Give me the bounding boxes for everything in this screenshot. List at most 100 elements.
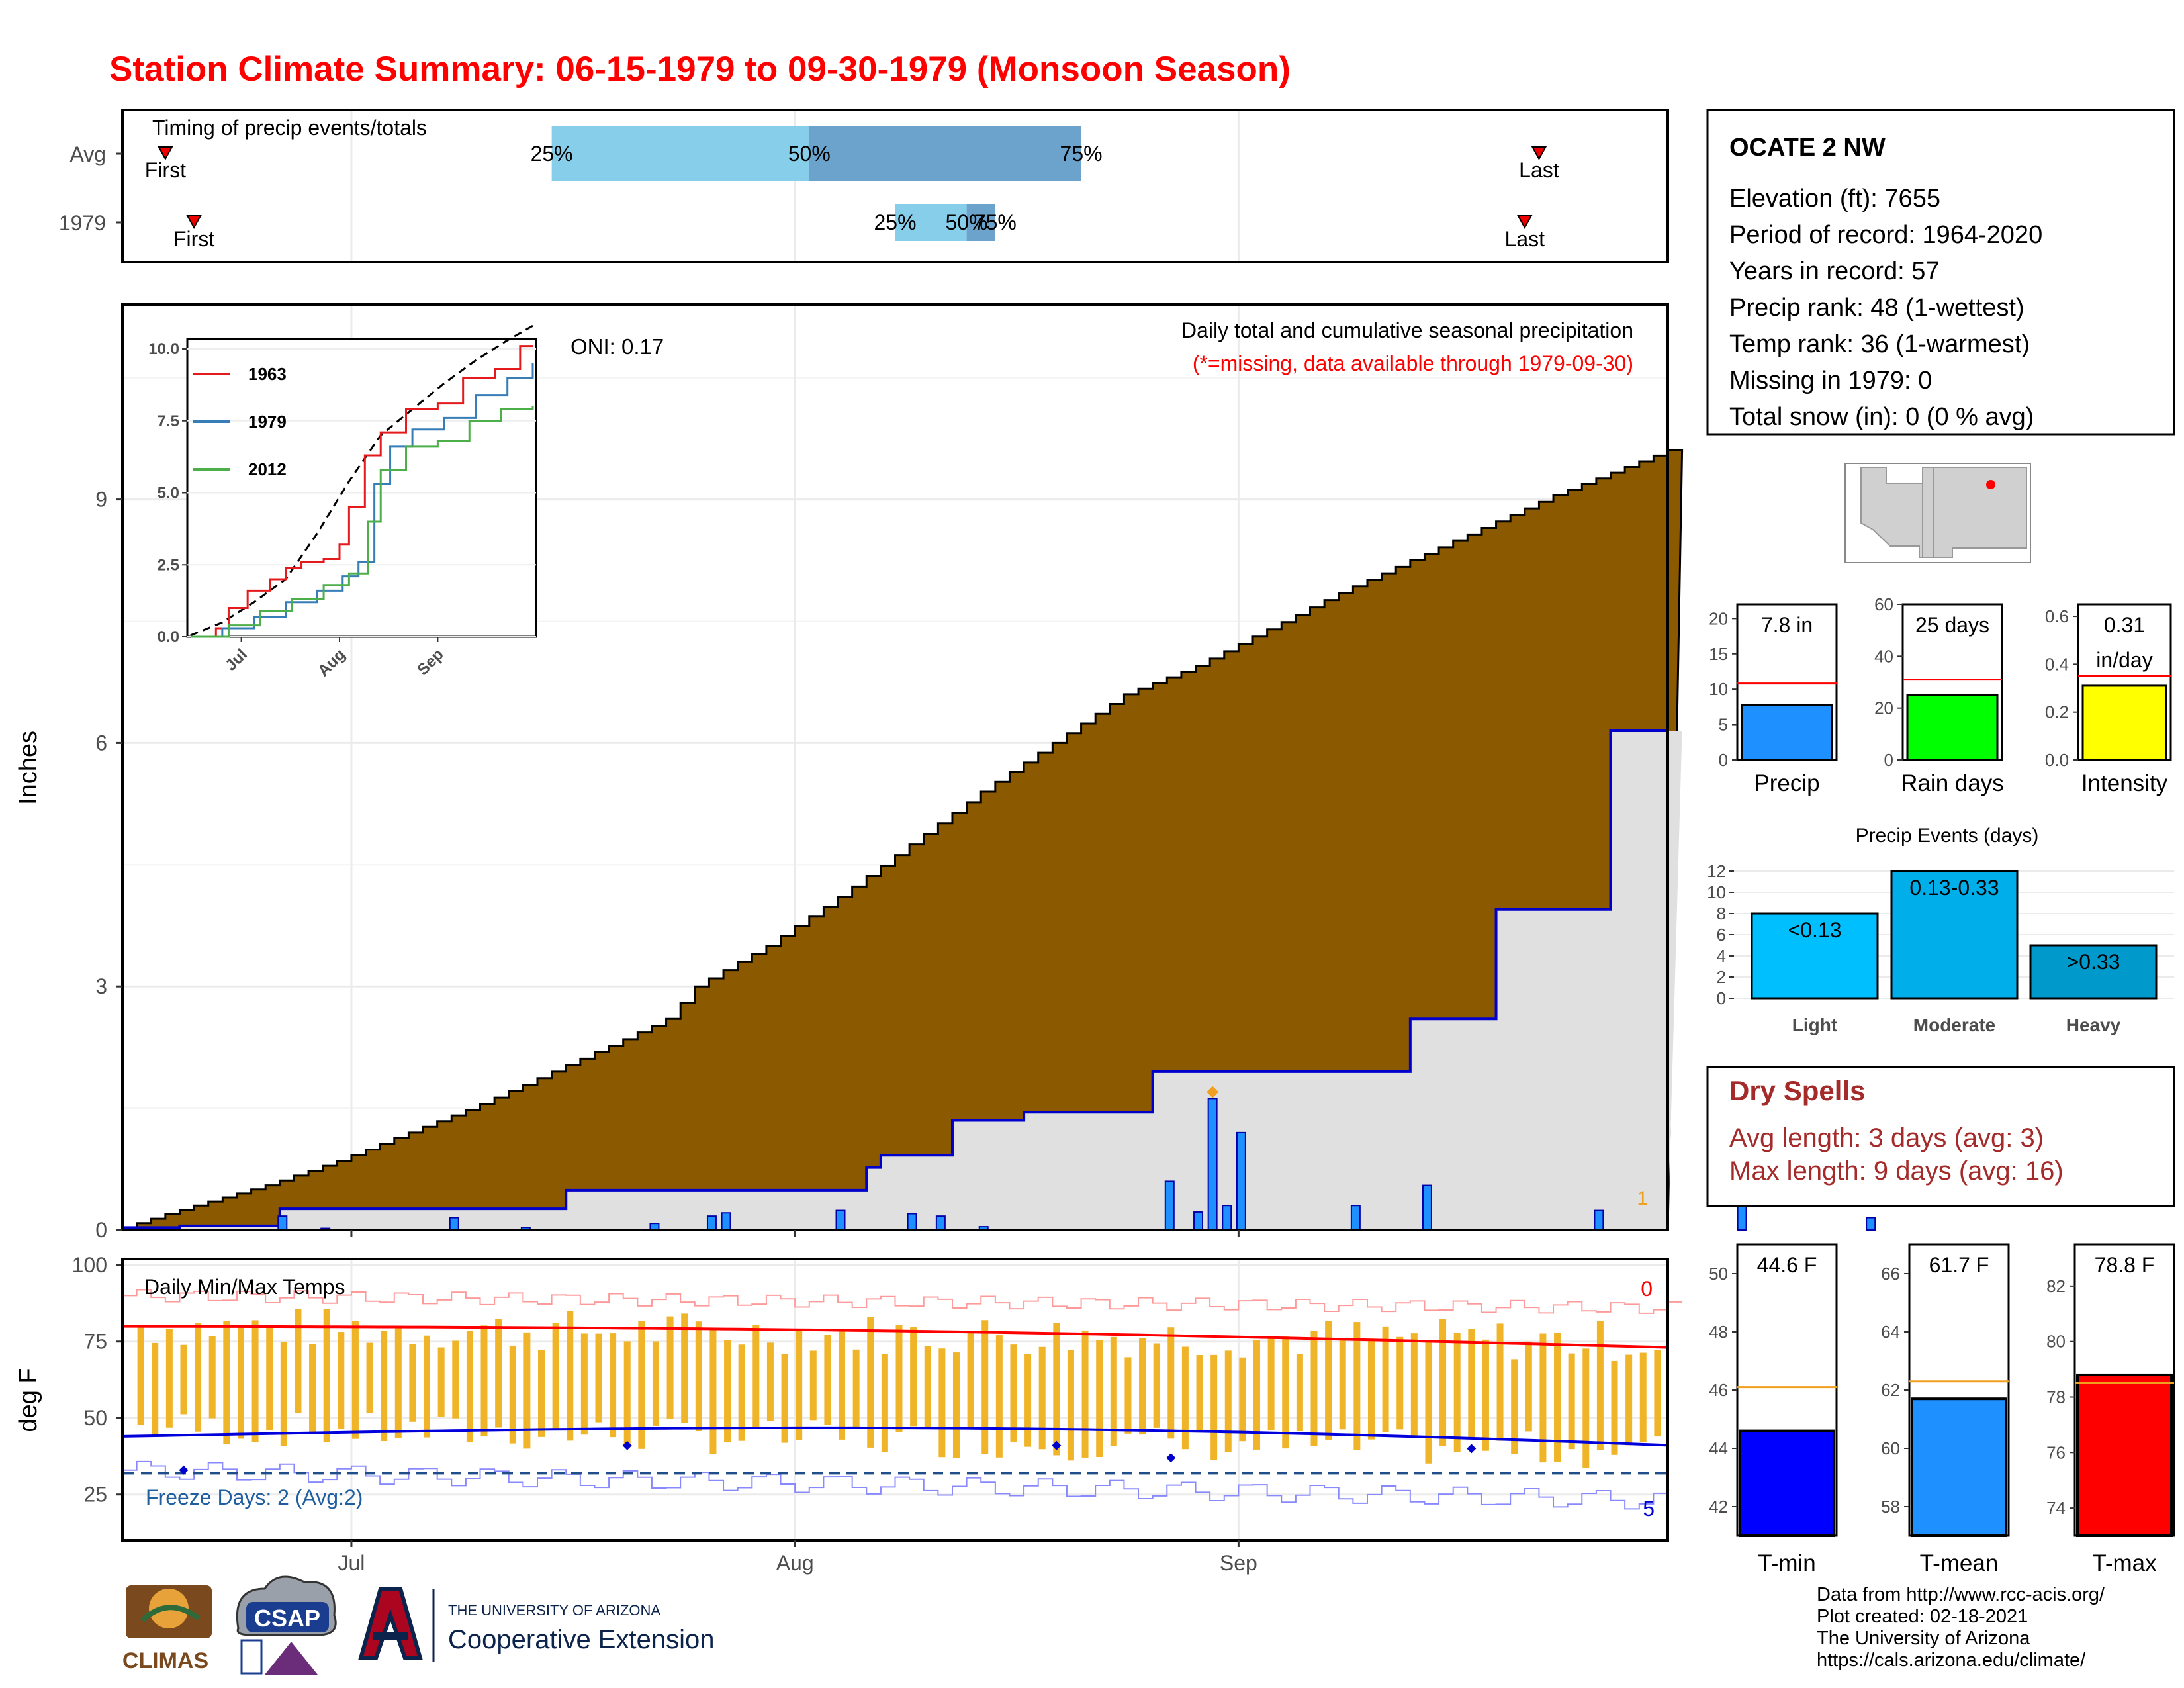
record-low-marker-0 xyxy=(179,1465,189,1475)
mini-bar-tick-label: 0 xyxy=(1884,750,1893,770)
dry-spells-avg: Avg length: 3 days (avg: 3) xyxy=(1729,1123,2044,1152)
timing-p25-label: 25% xyxy=(531,142,573,165)
cumulative-1979-line xyxy=(122,729,1668,1229)
events-tick-label-4: 8 xyxy=(1717,904,1726,923)
daily-temp-range-bar xyxy=(1325,1321,1332,1440)
daily-temp-range-bar xyxy=(338,1332,345,1429)
daily-temp-range-bar xyxy=(466,1331,473,1442)
temp-ytick-label-0: 25 xyxy=(83,1483,107,1507)
inset-ytick-label-4: 10.0 xyxy=(148,340,179,358)
temp-bar-tick-label: 78 xyxy=(2046,1387,2066,1407)
daily-temp-range-bar xyxy=(1639,1352,1647,1443)
daily-precip-bar-6 xyxy=(721,1212,731,1231)
daily-temp-range-bar xyxy=(1453,1333,1461,1452)
inset-ytick-label-1: 2.5 xyxy=(158,556,179,574)
temp-bar-value xyxy=(2076,1373,2173,1538)
daily-temp-range-bar xyxy=(1267,1336,1275,1430)
timing-last-label: Last xyxy=(1505,227,1545,251)
timing-first-label: First xyxy=(173,227,214,251)
university-of-arizona-logo: THE UNIVERSITY OF ARIZONA Cooperative Ex… xyxy=(358,1587,714,1662)
daily-temp-range-bar xyxy=(237,1327,244,1439)
daily-temp-range-bar xyxy=(1382,1326,1389,1432)
daily-temp-range-bar xyxy=(938,1348,946,1458)
daily-temp-range-bar xyxy=(1396,1336,1404,1430)
temp-ytick-label-1: 50 xyxy=(83,1406,107,1430)
precip-y-label: Inches xyxy=(15,731,42,805)
station-info-box: OCATE 2 NW Elevation (ft): 7655 Period of… xyxy=(1706,109,2175,436)
daily-temp-range-bar xyxy=(180,1344,187,1415)
daily-temp-range-bar xyxy=(1038,1346,1046,1450)
daily-temp-range-bar xyxy=(137,1327,144,1426)
daily-temp-range-bar xyxy=(623,1341,631,1445)
timing-last-label: Last xyxy=(1519,158,1559,182)
station-info-line-2: Years in record: 57 xyxy=(1729,258,1940,285)
daily-temp-range-bar xyxy=(452,1340,459,1419)
daily-temp-range-bar xyxy=(309,1344,316,1432)
daily-temp-range-bar xyxy=(867,1317,874,1448)
daily-temp-range-bar xyxy=(952,1352,960,1458)
timing-last-marker xyxy=(1517,215,1533,230)
events-bar-label-heavy: Heavy xyxy=(2066,1015,2121,1035)
events-tick-label-1: 2 xyxy=(1717,967,1726,987)
daily-temp-range-bar xyxy=(724,1340,731,1442)
timing-p75-label: 75% xyxy=(1060,142,1103,165)
temp-y-label: deg F xyxy=(15,1368,42,1432)
daily-temp-range-bar xyxy=(1053,1323,1060,1456)
daily-precip-bar-7 xyxy=(835,1209,846,1231)
daily-precip-bar-18 xyxy=(1594,1209,1604,1231)
dry-spells-title: Dry Spells xyxy=(1729,1075,1865,1106)
daily-temp-range-bar xyxy=(852,1349,860,1429)
temp-bar-tick-label: 44 xyxy=(1709,1438,1728,1458)
precip-chart-title: Daily total and cumulative seasonal prec… xyxy=(1181,318,1633,342)
station-info-line-5: Missing in 1979: 0 xyxy=(1729,367,1932,395)
events-bar-light xyxy=(1751,912,1879,1000)
events-tick-label-6: 12 xyxy=(1707,861,1726,881)
timing-heading: Timing of precip events/totals xyxy=(152,116,427,140)
mini-bar-tick-label: 0.2 xyxy=(2045,702,2069,722)
daily-temp-range-bar xyxy=(1367,1338,1375,1440)
footer-line-0: Data from http://www.rcc-acis.org/ xyxy=(1817,1584,2105,1605)
daily-temp-range-bar xyxy=(1596,1321,1604,1450)
station-location-dot xyxy=(1986,480,1995,489)
mini-bar-tick-label: 20 xyxy=(1709,608,1728,628)
daily-temp-range-bar xyxy=(1539,1333,1547,1463)
record-high-line xyxy=(122,1289,1682,1314)
ua-small-text: THE UNIVERSITY OF ARIZONA xyxy=(448,1602,660,1618)
daily-temp-range-bar xyxy=(766,1342,774,1421)
temp-panel: 25 50 75 100 Daily Min/Max Temps 0 5 Freeze… xyxy=(15,1253,1682,1542)
station-info-line-1: Period of record: 1964-2020 xyxy=(1729,221,2042,249)
oni-label: ONI: 0.17 xyxy=(570,334,664,359)
daily-temp-range-bar xyxy=(1611,1360,1618,1455)
x-tick-label-0: Jul xyxy=(338,1551,365,1575)
avg-max-temp-line xyxy=(122,1325,1668,1349)
x-tick-label-2: Sep xyxy=(1220,1551,1257,1575)
temp-bar-value-text: 78.8 F xyxy=(2095,1253,2155,1277)
mini-bar-tick-label: 0.6 xyxy=(2045,606,2069,626)
mini-bar-tick-label: 0.4 xyxy=(2045,654,2069,674)
daily-temp-range-bar xyxy=(752,1325,760,1429)
record-low-marker-2 xyxy=(1052,1440,1062,1450)
record-low-marker-3 xyxy=(1166,1453,1176,1463)
temp-bar-label: T-max xyxy=(2092,1550,2157,1576)
daily-temp-range-bar xyxy=(495,1319,502,1428)
daily-temp-range-bar xyxy=(424,1335,431,1438)
daily-temp-range-bar xyxy=(1554,1333,1561,1462)
daily-temp-range-bar xyxy=(1410,1333,1418,1436)
mini-bar-tick-label: 10 xyxy=(1709,679,1728,699)
temp-bar-tick-label: 46 xyxy=(1709,1380,1728,1400)
timing-first-marker xyxy=(158,146,173,161)
daily-temp-range-bar xyxy=(910,1327,917,1427)
daily-temp-range-bar xyxy=(809,1350,817,1421)
daily-precip-bar-20 xyxy=(1866,1217,1876,1231)
daily-temp-range-bar xyxy=(1124,1357,1132,1434)
daily-temp-range-bar xyxy=(1210,1354,1218,1461)
temp-bar-tick-label: 66 xyxy=(1881,1264,1900,1284)
temp-bar-tick-label: 60 xyxy=(1881,1438,1900,1458)
events-bar-text-heavy: >0.33 xyxy=(2067,950,2120,974)
daily-temp-range-bar xyxy=(537,1350,545,1437)
daily-temp-range-bar xyxy=(1181,1346,1189,1450)
daily-temp-range-bar xyxy=(1310,1331,1318,1446)
mini-bar-value-text: 7.8 in xyxy=(1761,613,1813,637)
inset-ytick-label-0: 0.0 xyxy=(158,628,179,646)
